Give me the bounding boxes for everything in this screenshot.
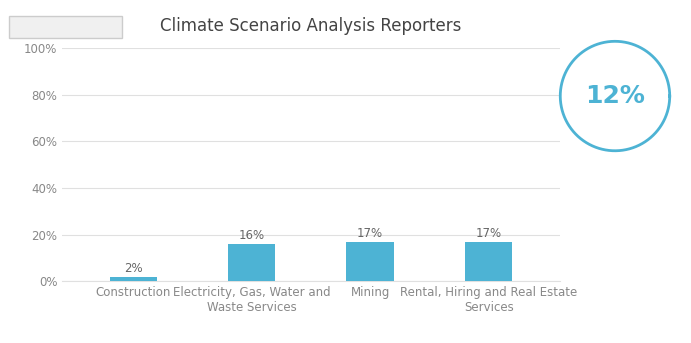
Text: 16%: 16% xyxy=(238,229,265,242)
Text: 17%: 17% xyxy=(357,227,384,240)
Bar xyxy=(465,241,512,281)
Text: Climate Scenario Analysis Reporters: Climate Scenario Analysis Reporters xyxy=(160,17,462,35)
Bar xyxy=(346,241,394,281)
FancyBboxPatch shape xyxy=(9,16,122,38)
Bar xyxy=(110,276,157,281)
Text: 12%: 12% xyxy=(585,84,645,108)
Bar xyxy=(228,244,276,281)
Text: 17%: 17% xyxy=(475,227,502,240)
Text: 2%: 2% xyxy=(124,262,142,275)
